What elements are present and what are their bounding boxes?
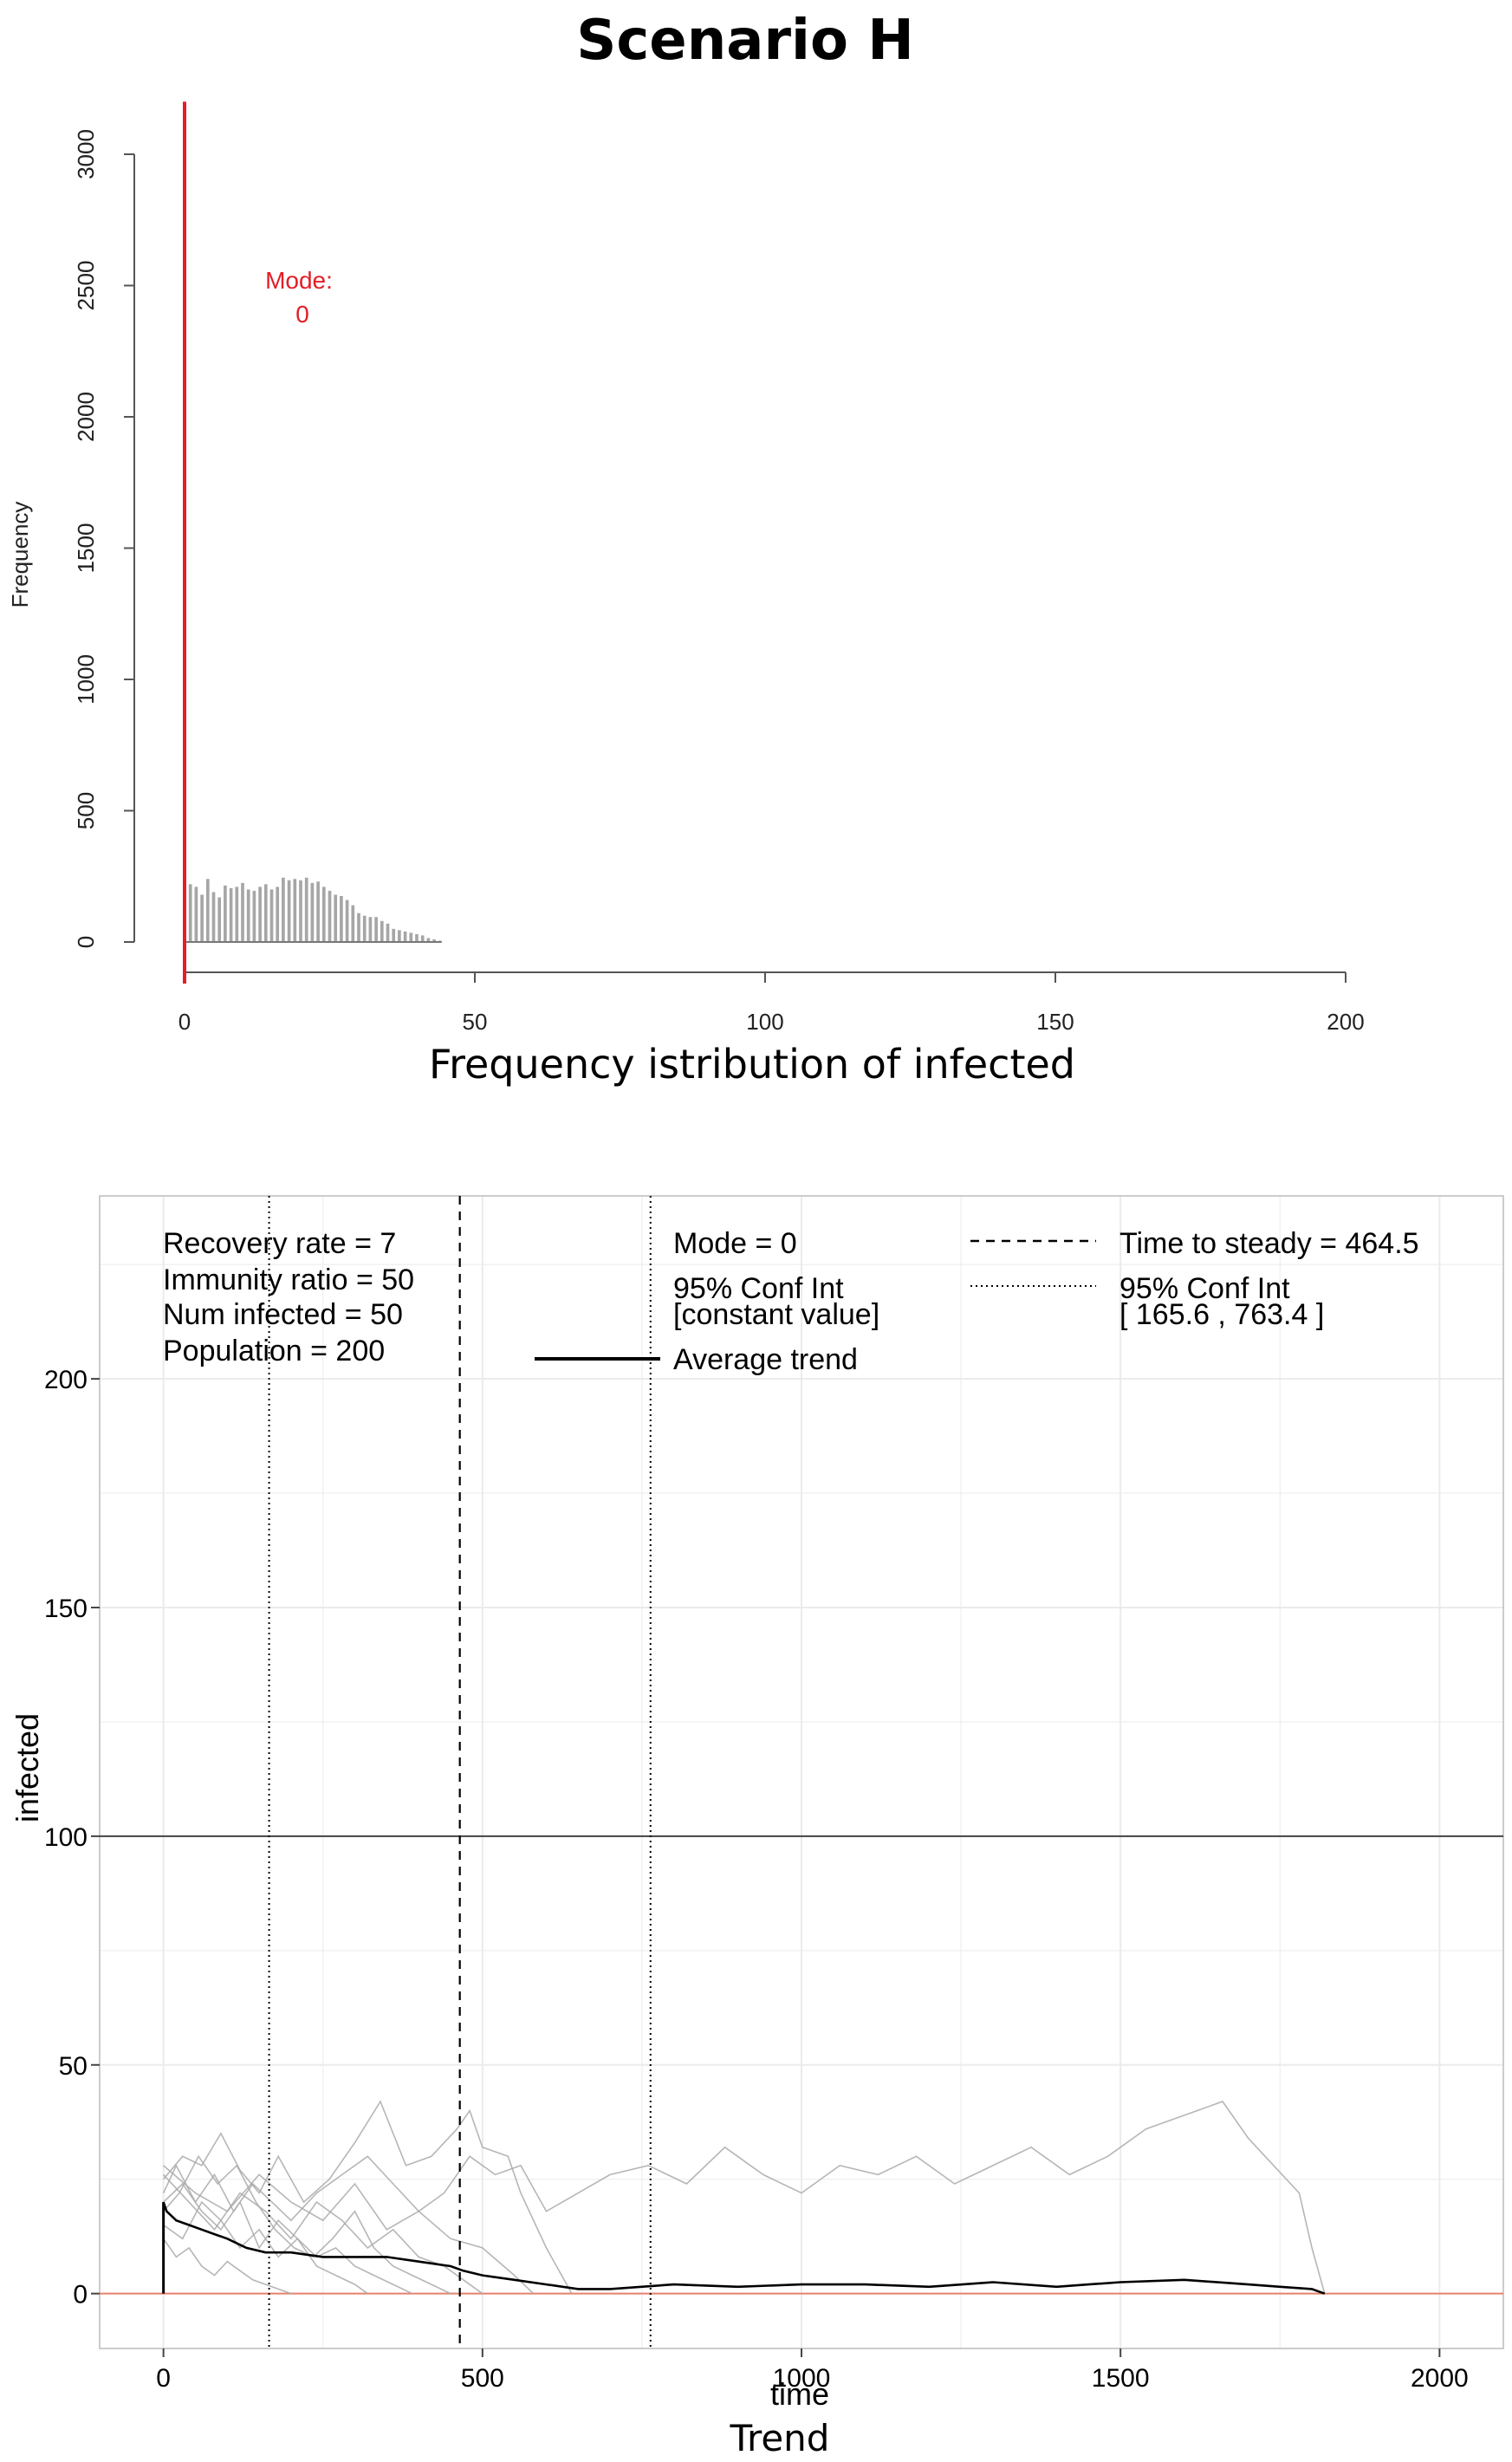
histogram-x-tick-label: 0 — [178, 1009, 191, 1035]
histogram-y-tick-label: 2500 — [73, 261, 99, 311]
param-num-infected: Num infected = 50 — [163, 1298, 403, 1331]
histogram-bar — [321, 887, 326, 942]
histogram-bar — [282, 877, 285, 942]
histogram-bar — [241, 882, 244, 942]
histogram-bar — [328, 890, 332, 942]
trend-run-line — [162, 2100, 573, 2295]
legend-average: Average trend — [673, 1343, 858, 1376]
trend-y-tick-label: 0 — [73, 2281, 88, 2309]
histogram-bar — [386, 923, 390, 942]
trend-ylabel: infected — [10, 1713, 45, 1822]
histogram-bar — [304, 877, 308, 942]
histogram-bar — [415, 933, 419, 942]
histogram-y-tick-label: 0 — [73, 936, 99, 948]
legend-mode-ci-value: [constant value] — [673, 1298, 879, 1331]
trend-xlabel: time — [770, 2376, 829, 2412]
trend-caption: Trend — [730, 2417, 830, 2458]
histogram-bar — [392, 928, 396, 942]
histogram-y-tick-label: 1500 — [73, 523, 99, 574]
histogram-bar — [287, 880, 291, 942]
histogram-bar — [398, 930, 401, 942]
histogram-y-tick-label: 1000 — [73, 654, 99, 705]
histogram-bar — [276, 887, 280, 942]
histogram-bar — [334, 894, 338, 942]
param-population: Population = 200 — [163, 1335, 385, 1367]
legend-ci-label: 95% Conf Int — [1119, 1272, 1290, 1305]
histogram-bar — [345, 900, 349, 942]
histogram-bar — [368, 917, 373, 942]
trend-y-tick-label: 50 — [59, 2052, 88, 2081]
histogram-bar — [293, 879, 297, 942]
histogram-y-tick-label: 2000 — [73, 392, 99, 442]
histogram-bar — [432, 939, 436, 942]
trend-x-tick-label: 0 — [156, 2364, 171, 2393]
histogram-bar — [217, 897, 222, 942]
trend-y-tick-label: 200 — [44, 1366, 88, 1394]
histogram-bar — [224, 885, 227, 942]
histogram-bar — [357, 913, 360, 942]
histogram-bar — [420, 935, 425, 942]
histogram-bar — [310, 882, 315, 942]
histogram-bar — [362, 915, 367, 942]
histogram-x-tick-label: 150 — [1036, 1009, 1074, 1035]
histogram-bar — [351, 905, 355, 942]
histogram-bar — [263, 884, 268, 942]
trend-chart: time infected Trend Recovery rate = 7 Im… — [10, 1195, 1504, 2459]
histogram-bar — [194, 887, 198, 942]
trend-x-tick-label: 1500 — [1092, 2364, 1150, 2393]
histogram-bar — [340, 895, 343, 942]
legend-mode: Mode = 0 — [673, 1227, 797, 1260]
histogram-y-tick-label: 500 — [73, 792, 99, 829]
legend-steady: Time to steady = 464.5 — [1119, 1227, 1419, 1260]
histogram-x-tick-label: 200 — [1327, 1009, 1364, 1035]
trend-x-tick-label: 2000 — [1411, 2364, 1469, 2393]
param-recovery-rate: Recovery rate = 7 — [163, 1227, 396, 1260]
histogram-bar — [316, 881, 320, 942]
histogram-y-tick-label: 3000 — [73, 129, 99, 179]
trend-run-line — [162, 2154, 451, 2295]
param-immunity-ratio: Immunity ratio = 50 — [163, 1263, 414, 1296]
histogram-bar — [380, 920, 384, 942]
legend-ci-value: [ 165.6 , 763.4 ] — [1119, 1298, 1324, 1331]
histogram-bar — [374, 917, 378, 942]
histogram-caption: Frequency istribution of infected — [429, 1041, 1075, 1088]
trend-run-line — [163, 2200, 368, 2295]
histogram-bar — [299, 880, 302, 942]
legend-mode-ci-label: 95% Conf Int — [673, 1272, 844, 1305]
histogram-bar — [403, 931, 407, 942]
trend-y-tick-label: 150 — [44, 1595, 88, 1623]
histogram-bar — [426, 938, 431, 942]
histogram-bar — [211, 892, 216, 942]
histogram-bar — [258, 887, 262, 942]
trend-y-tick-label: 100 — [44, 1823, 88, 1852]
histogram-bar — [205, 879, 210, 942]
trend-run-line — [162, 2238, 292, 2295]
histogram-bar — [269, 889, 274, 942]
histogram-x-tick-label: 50 — [463, 1009, 488, 1035]
histogram-bar — [229, 887, 233, 942]
trend-run-line — [163, 2165, 535, 2295]
trend-run-line — [163, 2182, 413, 2295]
trend-x-tick-label: 500 — [461, 2364, 504, 2393]
trend-average-line — [162, 2201, 1326, 2295]
histogram-bar — [409, 932, 413, 942]
trend-x-tick-label: 1000 — [773, 2364, 831, 2393]
histogram-bar — [252, 890, 256, 942]
histogram-bar — [188, 884, 192, 942]
histogram-x-tick-label: 100 — [746, 1009, 783, 1035]
histogram-ylabel: Frequency — [7, 502, 33, 608]
histogram-bar — [246, 889, 250, 942]
histogram-chart: Frequency Frequency istribution of infec… — [7, 101, 1365, 1088]
histogram-bar — [200, 894, 204, 942]
histogram-mode-label: Mode: — [265, 267, 333, 294]
page-title: Scenario H — [576, 9, 914, 73]
trend-run-line — [162, 2101, 1326, 2294]
histogram-mode-value: 0 — [295, 301, 309, 328]
histogram-bar — [235, 887, 239, 942]
